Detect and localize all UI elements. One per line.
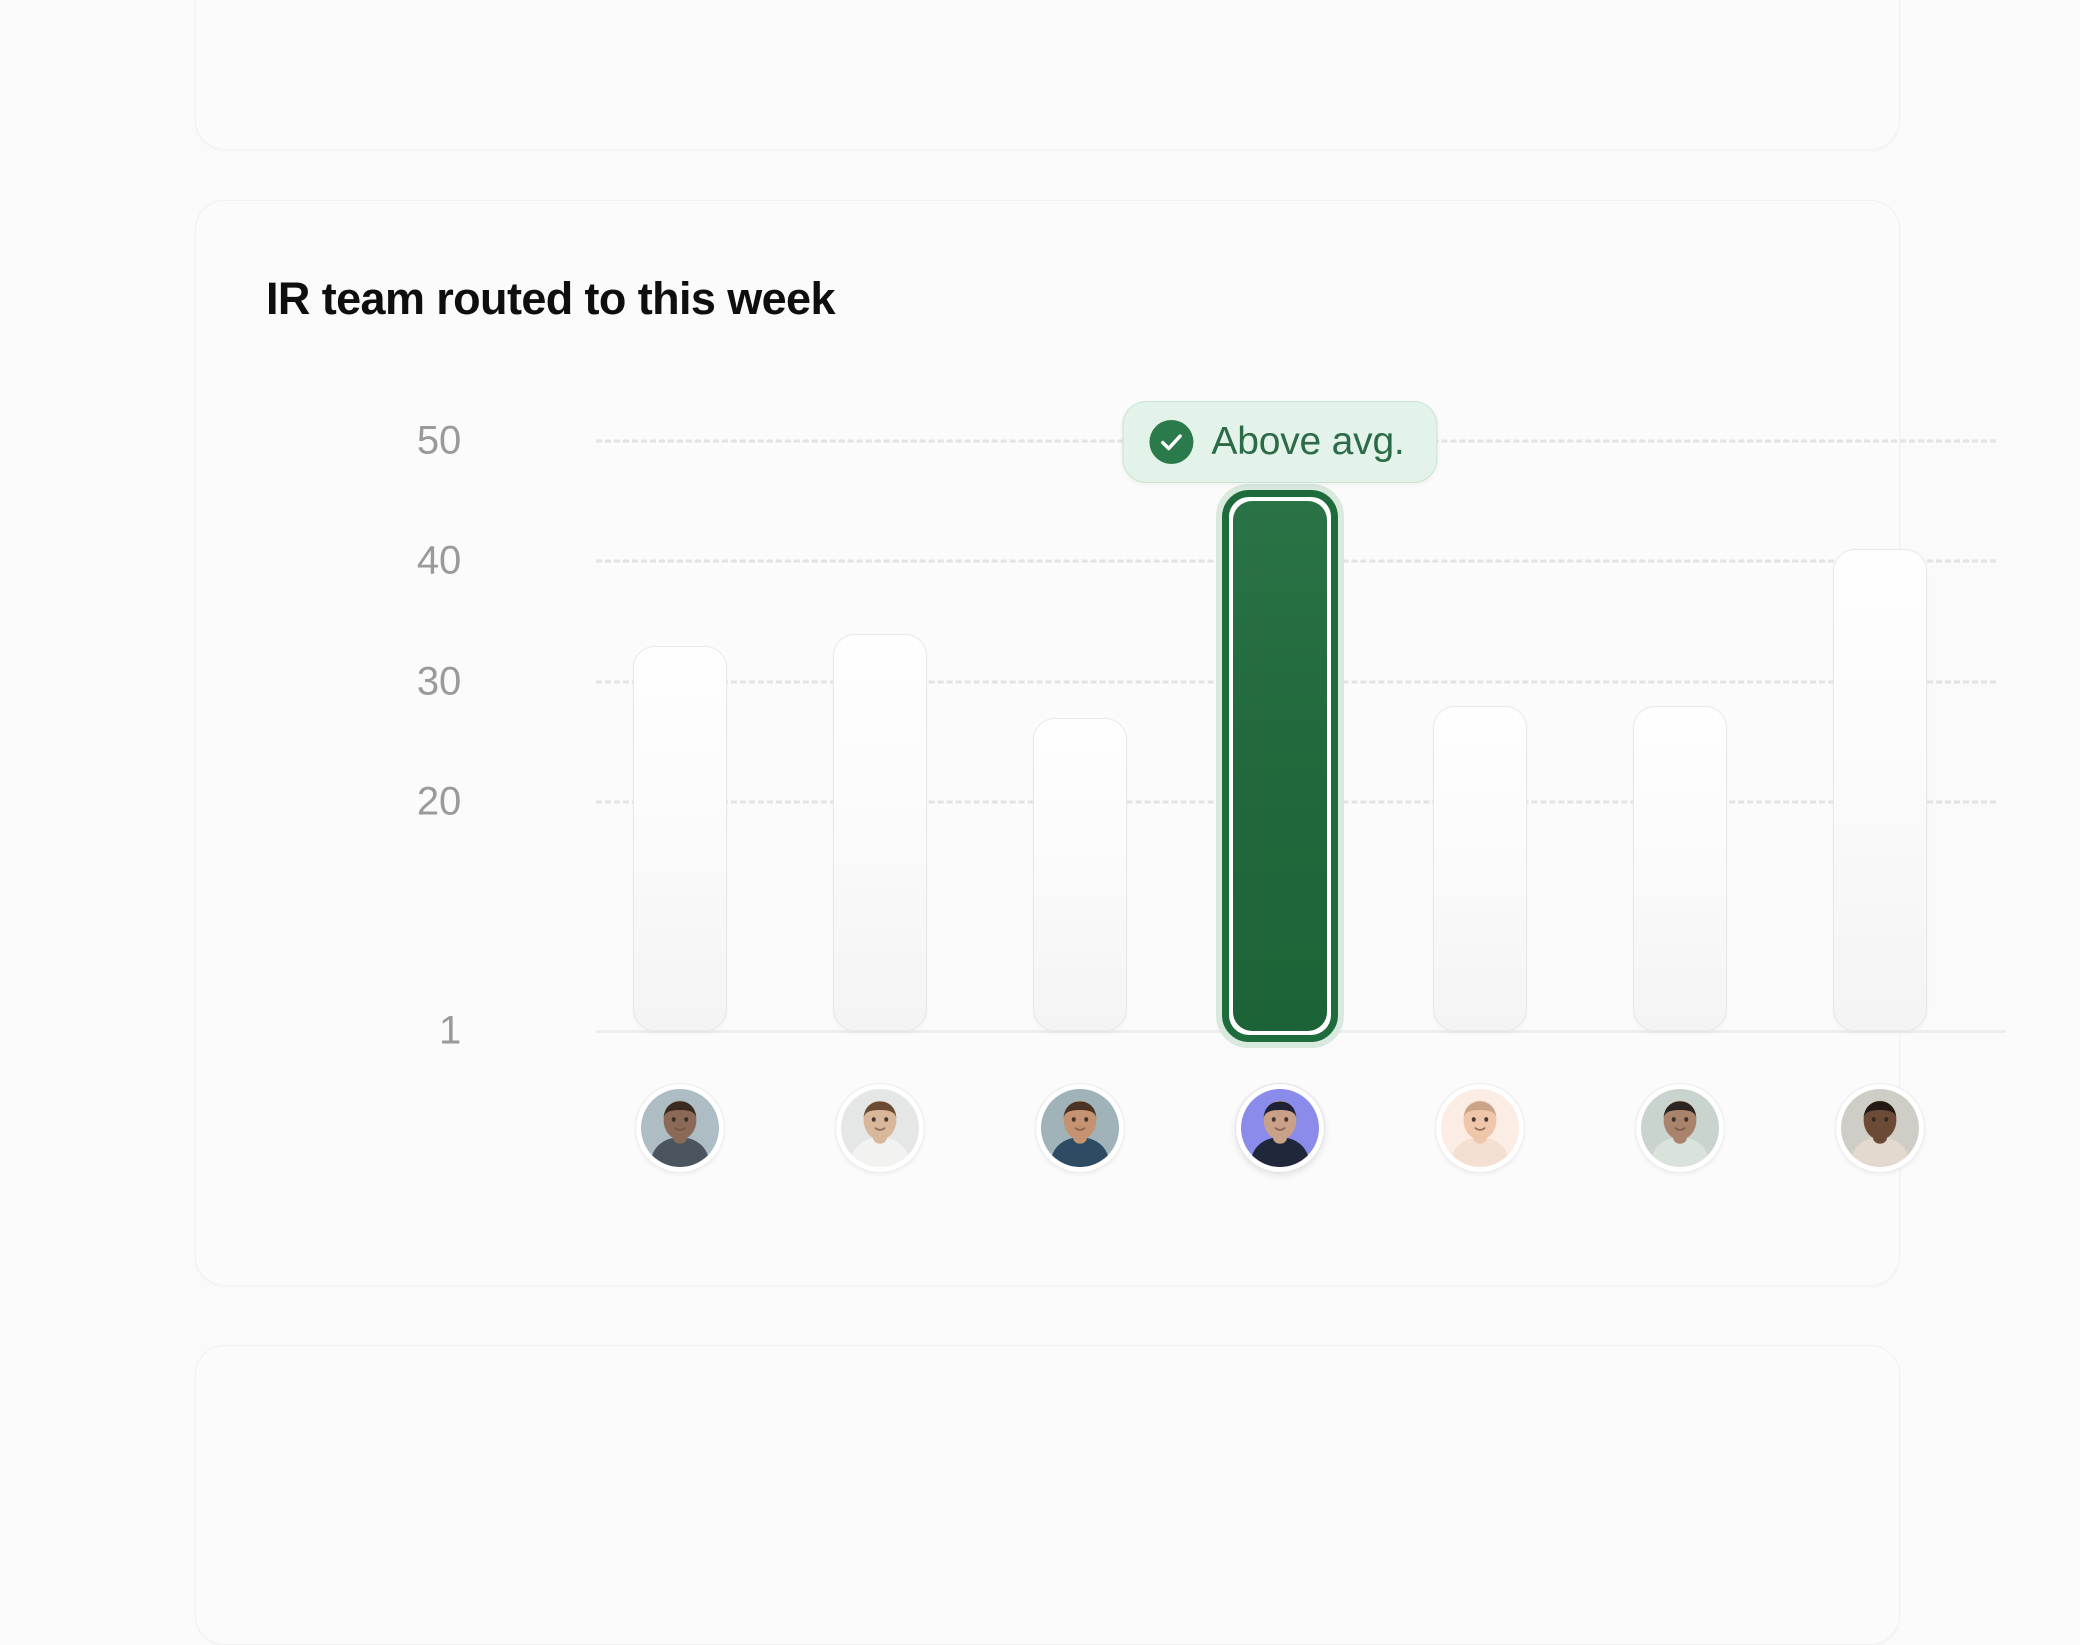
following-metric-card: [195, 1345, 1900, 1645]
bar[interactable]: [1433, 705, 1527, 1031]
avatar-member-6[interactable]: [1636, 1084, 1724, 1172]
ir-team-chart-card: IR team routed to this week 50 40 30 20 1 Abo…: [195, 200, 2006, 1286]
above-average-badge[interactable]: Above avg.: [1122, 401, 1438, 483]
bar-chart-plot: 50 40 30 20 1 Above avg.: [196, 201, 2006, 1285]
y-axis-tick-label: 40: [416, 538, 461, 583]
y-axis-tick-label: 50: [416, 418, 461, 463]
bar[interactable]: [633, 645, 727, 1031]
avatar-member-2[interactable]: [836, 1084, 924, 1172]
avatar-member-5[interactable]: [1436, 1084, 1524, 1172]
above-average-badge-label: Above avg.: [1211, 420, 1405, 463]
avatar-member-4[interactable]: [1236, 1084, 1324, 1172]
preceding-metric-card: [195, 0, 1900, 150]
bar[interactable]: [1033, 717, 1127, 1031]
bar[interactable]: [1833, 549, 1927, 1031]
bar[interactable]: [833, 633, 927, 1031]
page-title: IR team routed to this week: [266, 273, 836, 324]
avatar-member-1[interactable]: [636, 1084, 724, 1172]
avatar-member-7[interactable]: [1836, 1084, 1924, 1172]
y-axis-tick-label: 1: [438, 1008, 461, 1053]
y-axis-tick-label: 30: [416, 659, 461, 704]
bar[interactable]: [1633, 705, 1727, 1031]
avatar-member-3[interactable]: [1036, 1084, 1124, 1172]
y-axis-tick-label: 20: [416, 779, 461, 824]
bar-highlighted[interactable]: [1233, 501, 1327, 1031]
check-circle-icon: [1149, 420, 1194, 464]
